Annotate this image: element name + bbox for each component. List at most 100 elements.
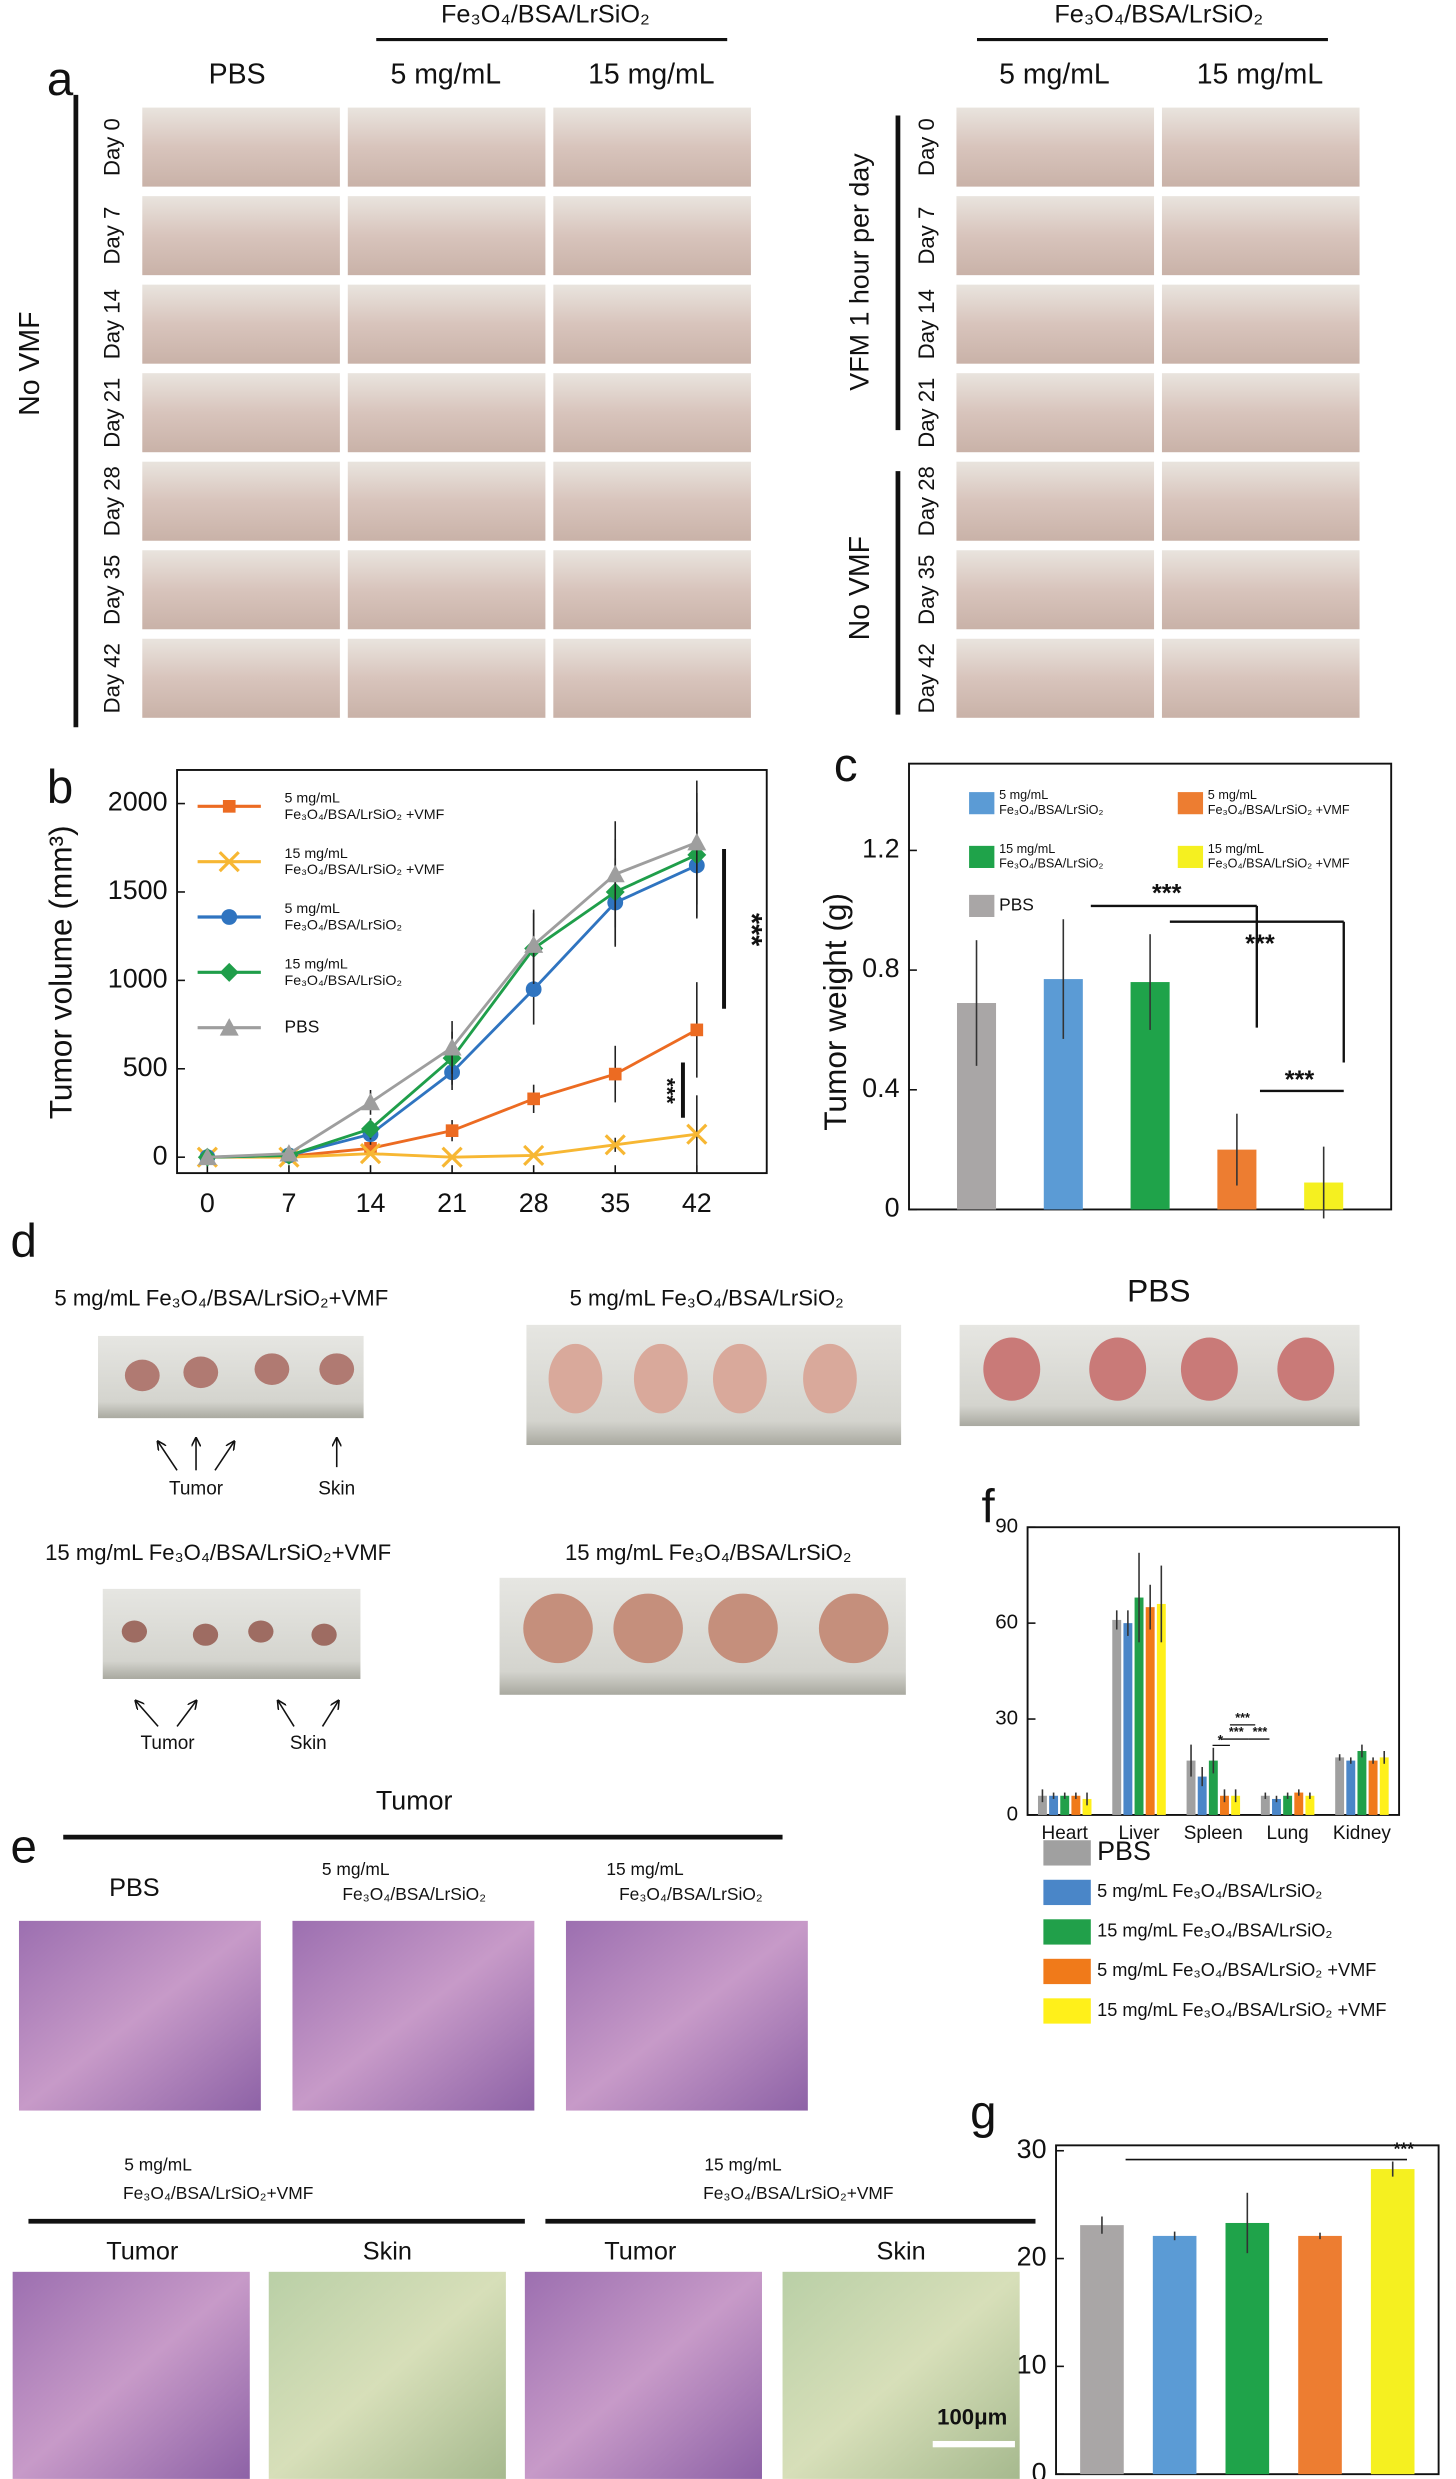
group-title: 5 mg/mL (124, 2154, 192, 2174)
bar (1071, 1795, 1081, 1815)
legend-label: PBS (285, 1016, 320, 1036)
photo (142, 373, 340, 453)
photo (142, 196, 340, 276)
legend-label: PBS (1097, 1836, 1151, 1866)
tissue (708, 1593, 778, 1664)
tissue (803, 1343, 857, 1414)
marker (524, 935, 544, 953)
bar (1346, 1760, 1356, 1815)
x-tick-label: 21 (437, 1188, 467, 1218)
legend-label: 15 mg/mL Fe₃O₄/BSA/LrSiO₂ (999, 842, 1103, 871)
legend-line: 15 mg/mL (285, 956, 352, 972)
bar (1335, 1757, 1345, 1815)
x-tick-label: 0 (200, 1188, 215, 1218)
x-tick-label: 14 (356, 1188, 386, 1218)
legend-swatch (1043, 1919, 1091, 1945)
photo (1161, 550, 1360, 630)
plot-frame (908, 762, 1393, 1211)
marker (686, 1123, 708, 1145)
bar (1156, 1603, 1166, 1815)
item-label: Skin (318, 1478, 355, 1499)
photo (12, 2271, 250, 2479)
photo (1161, 373, 1360, 453)
bar (1379, 1757, 1389, 1815)
legend-swatch (1177, 845, 1204, 868)
significance-label: *** (735, 913, 767, 947)
group-title: 15 mg/mL Fe₃O₄/BSA/LrSiO₂+VMF (45, 1540, 391, 1565)
legend-swatch (969, 845, 995, 868)
legend-label: PBS (999, 895, 1034, 915)
y-tick-label: 0 (885, 1193, 900, 1223)
column-header: 5 mg/mL (999, 58, 1110, 90)
row-label: Day 7 (100, 207, 125, 265)
bar (1272, 1798, 1281, 1815)
marker (687, 832, 707, 851)
legend-line: Fe₃O₄/BSA/LrSiO₂ (999, 803, 1103, 817)
bar (1145, 1607, 1155, 1815)
legend-label: 5 mg/mL Fe₃O₄/BSA/LrSiO₂ +VMF (1208, 789, 1350, 818)
group-header: Fe₃O₄/BSA/LrSiO₂ (441, 1, 650, 29)
marker-group (361, 1092, 380, 1111)
marker (445, 1124, 459, 1137)
photo (553, 373, 751, 453)
marker-group (524, 935, 544, 953)
photo (268, 2271, 506, 2479)
marker-group (686, 1123, 708, 1145)
marker (218, 851, 240, 873)
bar (1260, 1795, 1270, 1815)
photo (142, 550, 340, 630)
legend-swatch (1043, 1840, 1091, 1866)
legend-label: 5 mg/mL Fe₃O₄/BSA/LrSiO₂ (1097, 1881, 1322, 1901)
photo (347, 373, 546, 453)
row-label: Day 14 (100, 289, 125, 359)
column-header: Skin (363, 2238, 412, 2266)
x-tick-label: 42 (682, 1188, 712, 1218)
photo (347, 196, 546, 276)
tissue (712, 1343, 767, 1414)
arrow (136, 1701, 159, 1727)
x-tick-label: Lung (1267, 1823, 1309, 1844)
column-header: Fe₃O₄/BSA/LrSiO₂ (342, 1884, 486, 1904)
photo (956, 196, 1155, 276)
photo (142, 284, 340, 364)
tissue (121, 1620, 148, 1643)
column-header: PBS (209, 58, 266, 90)
y-tick-label: 0 (153, 1140, 168, 1170)
legend-swatch (218, 851, 240, 873)
bar (1220, 1795, 1229, 1815)
legend-line: 5 mg/mL (1208, 789, 1260, 803)
marker-group (523, 1144, 545, 1167)
legend-label: 15 mg/mL Fe₃O₄/BSA/LrSiO₂ +VMF (1208, 842, 1350, 871)
y-tick-label: 0 (1007, 1802, 1018, 1825)
photo (956, 373, 1155, 453)
photo (142, 461, 340, 541)
marker-group (445, 1124, 459, 1137)
photo (553, 461, 751, 541)
tissue (192, 1623, 219, 1646)
significance-label: *** (1152, 880, 1182, 908)
marker-group (441, 1146, 463, 1168)
row-label: Day 42 (100, 643, 125, 713)
photo (553, 107, 751, 187)
photo (347, 284, 546, 364)
marker (359, 1143, 382, 1165)
legend-line: Fe₃O₄/BSA/LrSiO₂ (285, 973, 402, 989)
legend-line: Fe₃O₄/BSA/LrSiO₂ +VMF (1208, 857, 1350, 871)
marker (605, 864, 625, 883)
marker (525, 981, 542, 998)
tissue (311, 1623, 337, 1646)
tissue (613, 1593, 683, 1664)
row-label: Day 0 (914, 118, 939, 176)
legend-swatch (1043, 1958, 1091, 1985)
photo (347, 461, 546, 541)
legend-label: 5 mg/mL Fe₃O₄/BSA/LrSiO₂ (285, 901, 402, 933)
photo (347, 638, 546, 718)
y-tick-label: 20 (1017, 2242, 1047, 2272)
photo (956, 284, 1155, 364)
marker-group (608, 1067, 622, 1081)
tissue (248, 1620, 274, 1643)
bar (1080, 2225, 1124, 2475)
marker-group (605, 864, 625, 883)
legend-label: 5 mg/mL Fe₃O₄/BSA/LrSiO₂ +VMF (285, 790, 445, 822)
column-header: 5 mg/mL (322, 1859, 390, 1879)
